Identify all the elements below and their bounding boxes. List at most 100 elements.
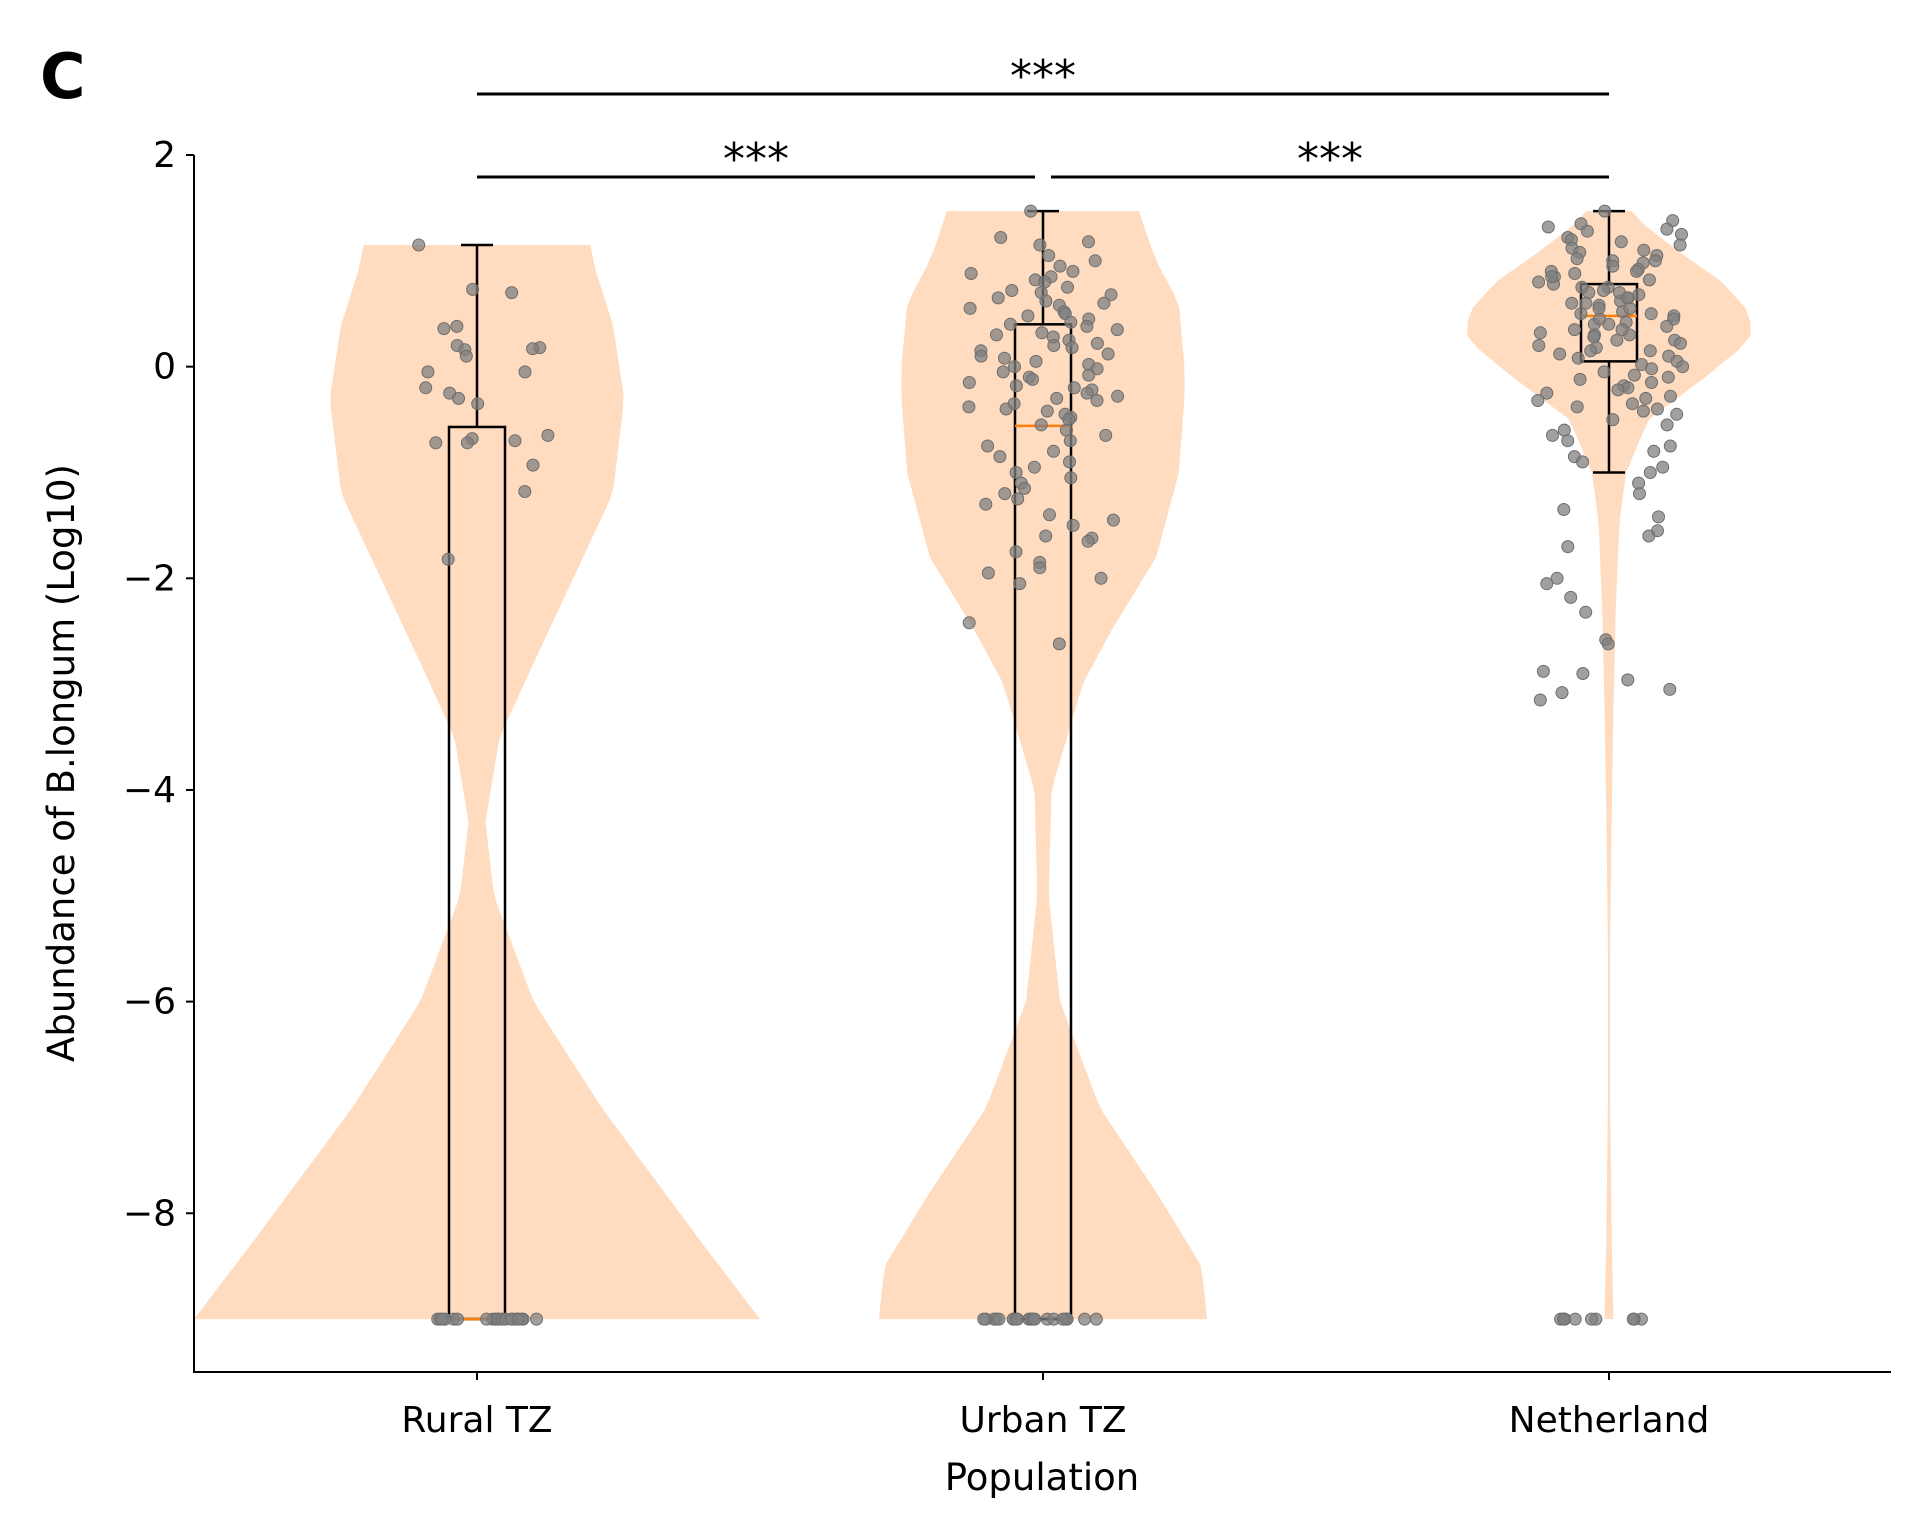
point-netherland-105 [1564,590,1578,604]
point-urban-tz-61 [998,351,1011,365]
point-urban-tz-95 [1064,471,1078,485]
point-netherland-106 [1579,605,1593,619]
point-netherland-63 [1571,351,1585,365]
violin-rural-tz [194,245,760,1320]
point-netherland-85 [1606,413,1620,427]
point-urban-tz-37 [1104,288,1118,302]
point-netherland-90 [1663,439,1677,453]
point-urban-tz-19 [977,1312,991,1326]
x-tick-label-netherland: Netherland [1509,1400,1710,1441]
point-urban-tz-35 [1005,284,1019,297]
point-urban-tz-34 [1061,280,1074,294]
point-netherland-53 [1533,326,1547,340]
point-netherland-70 [1661,370,1675,384]
point-netherland-34 [1532,275,1546,289]
point-netherland-113 [1555,686,1569,700]
point-rural-tz-42 [518,485,532,498]
point-urban-tz-23 [994,231,1008,244]
point-netherland-33 [1642,273,1656,287]
point-netherland-114 [1533,693,1547,707]
point-urban-tz-1 [1078,1312,1092,1326]
point-netherland-9 [1568,1312,1582,1326]
point-rural-tz-22 [505,286,519,300]
point-rural-tz-36 [541,428,555,442]
point-netherland-71 [1573,372,1587,386]
point-urban-tz-56 [1047,339,1061,352]
point-netherland-52 [1568,323,1581,337]
point-urban-tz-22 [1024,204,1038,218]
point-urban-tz-94 [1009,466,1023,479]
sig-label-2: *** [1297,134,1363,185]
y-axis-title: Abundance of B.longum (Log10) [40,464,83,1062]
point-netherland-123 [1623,301,1637,315]
point-netherland-46 [1574,307,1588,321]
point-netherland-10 [1598,204,1612,218]
y-ticks: 2 0 −2 −4 −6 −8 [123,135,194,1234]
point-netherland-28 [1606,259,1620,273]
point-netherland-37 [1597,284,1610,297]
point-rural-tz-3 [530,1312,543,1326]
point-netherland-98 [1557,503,1571,516]
x-axis-title: Population [945,1456,1139,1499]
point-urban-tz-84 [1062,413,1076,427]
point-urban-tz-97 [1018,481,1031,495]
point-rural-tz-35 [471,397,485,411]
point-urban-tz-47 [1064,315,1078,329]
point-urban-tz-74 [1080,386,1094,400]
point-urban-tz-18 [1056,1312,1070,1326]
point-netherland-14 [1660,222,1674,236]
point-urban-tz-24 [1082,235,1095,249]
point-netherland-128 [1610,333,1624,347]
point-rural-tz-30 [518,365,532,379]
point-netherland-8 [1585,1312,1598,1326]
point-netherland-72 [1645,376,1658,389]
point-urban-tz-45 [1021,309,1035,323]
point-rural-tz-39 [429,436,443,450]
point-netherland-15 [1580,224,1594,238]
point-urban-tz-67 [1082,368,1096,382]
point-urban-tz-64 [1008,360,1021,374]
point-netherland-30 [1630,264,1643,278]
point-netherland-86 [1660,418,1674,432]
point-rural-tz-14 [480,1312,494,1326]
point-netherland-116 [1644,307,1658,321]
point-urban-tz-87 [1099,428,1113,442]
point-rural-tz-32 [419,381,433,395]
point-urban-tz-90 [1047,444,1060,458]
point-urban-tz-106 [1081,534,1095,548]
point-netherland-126 [1545,270,1559,284]
point-netherland-7 [1626,1312,1640,1326]
point-rural-tz-19 [511,1312,525,1326]
point-urban-tz-112 [1013,577,1027,591]
point-urban-tz-77 [1090,394,1104,407]
point-urban-tz-109 [1033,561,1047,575]
violin-urban-tz [878,211,1208,1320]
point-urban-tz-51 [1035,326,1049,340]
point-netherland-78 [1639,391,1653,405]
point-netherland-115 [1565,296,1579,310]
point-netherland-94 [1656,460,1670,474]
point-urban-tz-52 [990,328,1003,342]
point-netherland-76 [1540,386,1554,400]
point-urban-tz-88 [1063,434,1077,448]
point-netherland-68 [1597,365,1611,379]
point-urban-tz-91 [993,450,1007,464]
point-rural-tz-23 [450,319,464,333]
point-netherland-55 [1587,330,1601,344]
point-rural-tz-41 [526,458,540,472]
point-netherland-95 [1643,466,1657,479]
point-urban-tz-21 [1010,1312,1024,1326]
point-urban-tz-93 [1027,460,1041,474]
point-urban-tz-81 [1040,404,1054,418]
point-urban-tz-48 [1003,317,1017,331]
point-urban-tz-38 [991,291,1005,305]
point-netherland-124 [1621,291,1634,305]
point-netherland-77 [1664,389,1677,403]
panel-label: C [40,40,86,113]
point-urban-tz-89 [981,439,995,453]
y-tick-label-0: 2 [153,135,176,176]
point-netherland-109 [1536,664,1550,678]
x-ticks: Rural TZ Urban TZ Netherland [401,1372,1709,1441]
point-netherland-19 [1614,235,1628,249]
